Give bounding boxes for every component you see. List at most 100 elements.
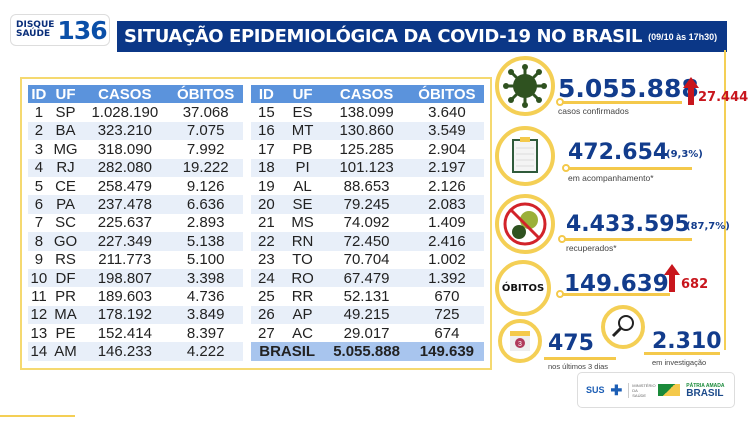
table-cell: AL	[293, 177, 312, 195]
table-cell: SC	[55, 214, 76, 232]
calendar-icon-ring: 3	[498, 319, 542, 363]
table-cell: 67.479	[323, 268, 410, 288]
investigation-label: em investigação	[652, 358, 707, 367]
table-cell: 5	[34, 177, 44, 195]
table-cell: RR	[291, 287, 314, 305]
deaths-badge: ÓBITOS	[495, 260, 551, 316]
arrow-up-icon	[664, 264, 680, 292]
table-row: 20 SE 79.245 2.083	[251, 195, 484, 214]
monitoring-value: 472.654	[568, 140, 669, 165]
table-cell: 237.478	[81, 195, 169, 214]
table-cell: BA	[49, 121, 82, 141]
table-row: 14 AM 146.233 4.222	[28, 342, 243, 361]
table-cell: 9.126	[186, 177, 225, 195]
table-cell: DF	[49, 268, 82, 288]
table-cell: SP	[55, 104, 76, 122]
table-cell: 8.397	[186, 324, 225, 342]
logo-number: 136	[57, 15, 107, 45]
recovered-icon-ring	[495, 194, 555, 254]
table-cell: PB	[292, 140, 313, 158]
table-cell: PA	[49, 195, 82, 214]
deaths-badge-label: ÓBITOS	[501, 282, 545, 294]
brazil-flag-icon	[658, 384, 681, 396]
table-cell: 70.704	[343, 251, 390, 269]
table-row: 8 GO 227.349 5.138	[28, 232, 243, 251]
table-cell: 2.416	[409, 232, 484, 251]
table-cell: 2.083	[409, 195, 484, 214]
table-row: 26 AP 49.215 725	[251, 305, 484, 325]
cross-icon: ✚	[610, 381, 623, 398]
table-cell: 211.773	[98, 251, 152, 269]
table-row: 15 ES 138.099 3.640	[251, 103, 484, 121]
table-row: 23 TO 70.704 1.002	[251, 251, 484, 269]
table-cell: TO	[292, 251, 313, 269]
underline	[544, 357, 616, 360]
table-row: 25 RR 52.131 670	[251, 287, 484, 305]
table-cell: 7.992	[186, 140, 225, 158]
table-cell: 2.126	[428, 177, 466, 195]
monitoring-percent: (9,3%)	[666, 149, 703, 160]
logo-line2: SAÚDE	[16, 29, 51, 39]
calendar-icon: 3	[510, 331, 530, 351]
table-cell: AM	[49, 342, 82, 361]
confirmed-label: casos confirmados	[558, 106, 629, 116]
table-cell: 10	[28, 268, 50, 288]
table-cell: 152.414	[97, 324, 152, 342]
table-cell: 282.080	[81, 158, 169, 177]
disque-saude-logo: DISQUE SAÚDE 136	[10, 14, 110, 46]
column-header: ID	[28, 85, 50, 104]
underline-dot	[562, 164, 570, 172]
title-bar: SITUAÇÃO EPIDEMIOLÓGICA DA COVID-19 NO B…	[117, 21, 727, 52]
table-cell: 26	[251, 305, 282, 325]
table-cell: 3.549	[409, 121, 484, 141]
table-cell: RJ	[49, 158, 82, 177]
table-cell: 3.398	[168, 268, 243, 288]
table-cell: 189.603	[97, 287, 152, 305]
table-row: 1 SP 1.028.190 37.068	[28, 103, 243, 121]
table-cell: RO	[281, 268, 324, 288]
table-cell: 4.222	[168, 342, 243, 361]
table-cell: 2.197	[409, 158, 484, 177]
total-casos: 5.055.888	[323, 342, 410, 361]
update-date: (09/10 às 17h30)	[648, 31, 718, 42]
column-header: ÓBITOS	[168, 85, 243, 104]
table-cell: 323.210	[81, 121, 169, 141]
table-row: 27 AC 29.017 674	[251, 324, 484, 342]
table-cell: GO	[49, 232, 82, 251]
investigation-icon-ring	[601, 305, 645, 349]
table-cell: 225.637	[97, 214, 152, 232]
table-cell: 74.092	[343, 214, 390, 232]
divider	[0, 415, 75, 417]
underline	[644, 352, 720, 355]
table-row: 17 PB 125.285 2.904	[251, 140, 484, 158]
table-cell: PR	[55, 287, 76, 305]
confirmed-icon-ring	[495, 56, 555, 116]
monitoring-icon-ring	[495, 126, 555, 186]
confirmed-value: 5.055.888	[558, 74, 699, 103]
table-cell: 198.807	[81, 268, 169, 288]
table-cell: CE	[55, 177, 76, 195]
investigation-value: 2.310	[652, 329, 722, 354]
table-cell: 3	[34, 140, 44, 158]
table-cell: 79.245	[323, 195, 410, 214]
table-cell: 49.215	[323, 305, 410, 325]
table-cell: MT	[281, 121, 324, 141]
table-cell: 72.450	[323, 232, 410, 251]
table-header: ID UF CASOS ÓBITOS	[251, 85, 484, 104]
table-cell: 19.222	[168, 158, 243, 177]
underline	[560, 293, 670, 296]
table-header: ID UF CASOS ÓBITOS	[28, 85, 243, 104]
table-cell: 88.653	[343, 177, 390, 195]
table-row: 10 DF 198.807 3.398	[28, 268, 243, 288]
table-cell: 18	[251, 158, 282, 177]
table-cell: 37.068	[182, 104, 229, 122]
underline-dot	[556, 290, 564, 298]
government-logos: SUS ✚ MINISTÉRIO DA SAÚDE PÁTRIA AMADA BR…	[577, 372, 735, 408]
table-cell: 24	[251, 268, 282, 288]
table-cell: 670	[434, 287, 460, 305]
table-cell: 1	[34, 104, 44, 122]
table-cell: 146.233	[81, 342, 169, 361]
column-header: CASOS	[323, 85, 410, 104]
column-header: UF	[281, 85, 324, 104]
column-header: UF	[49, 85, 82, 104]
